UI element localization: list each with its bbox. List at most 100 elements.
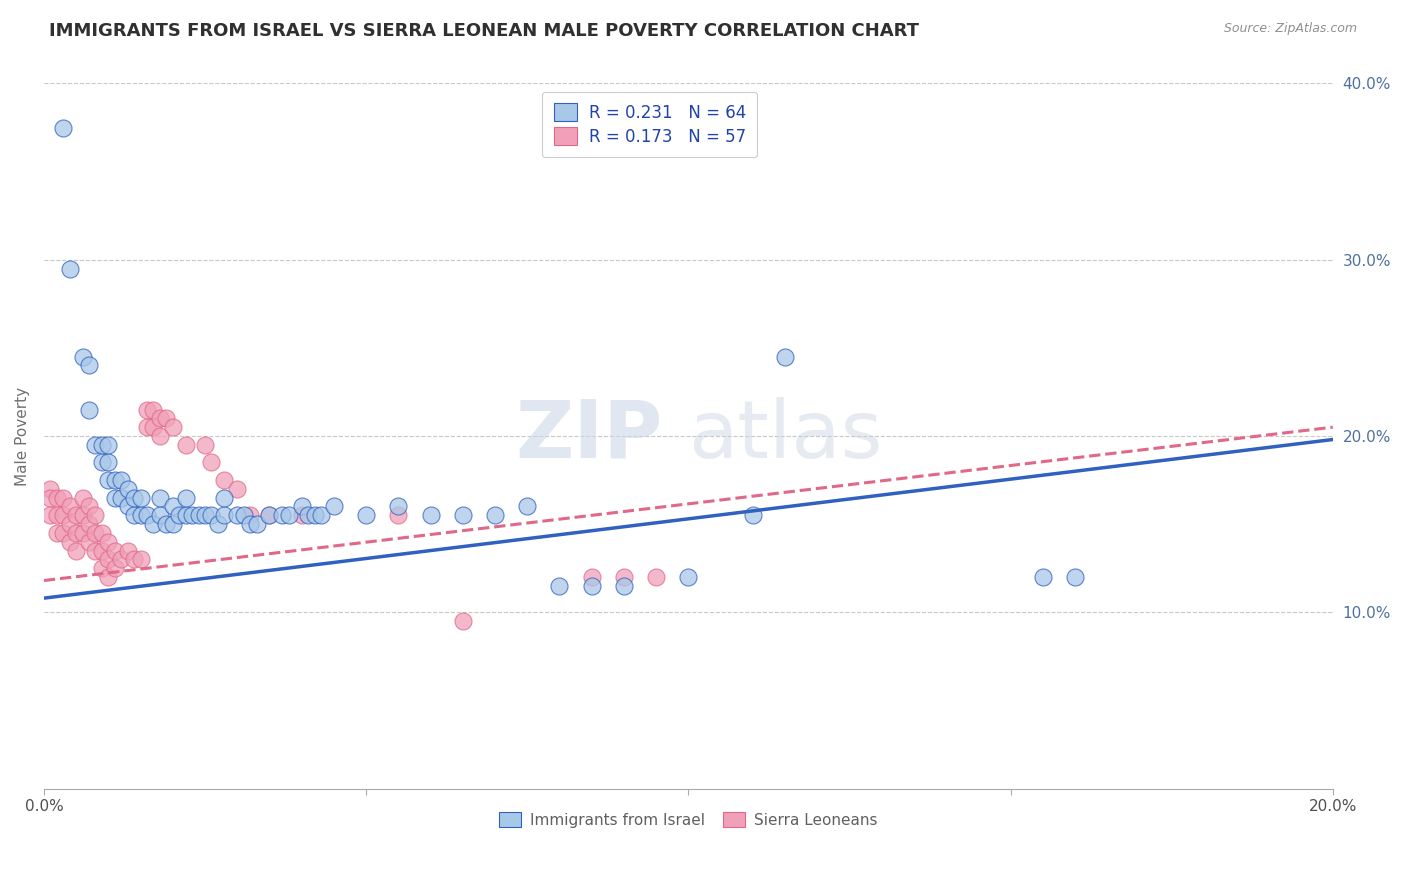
Point [52, 525, 75, 540]
Point [110, 552, 132, 566]
Point [1032, 570, 1054, 584]
Point [97, 534, 120, 549]
Point [104, 473, 127, 487]
Point [90, 455, 112, 469]
Point [291, 508, 314, 523]
Point [59, 500, 82, 514]
Point [291, 500, 314, 514]
Point [39, 482, 62, 496]
Point [97, 455, 120, 469]
Point [72, 525, 94, 540]
Point [245, 517, 267, 532]
Point [155, 411, 177, 425]
Point [84, 438, 107, 452]
Point [207, 517, 229, 532]
Point [142, 402, 165, 417]
Point [104, 561, 127, 575]
Point [174, 438, 197, 452]
Point [187, 508, 209, 523]
Point [259, 508, 281, 523]
Point [200, 508, 222, 523]
Point [142, 517, 165, 532]
Point [65, 525, 87, 540]
Text: atlas: atlas [689, 397, 883, 475]
Point [239, 517, 262, 532]
Point [226, 508, 249, 523]
Point [129, 508, 152, 523]
Point [59, 534, 82, 549]
Point [214, 473, 236, 487]
Point [129, 552, 152, 566]
Point [194, 438, 217, 452]
Point [613, 579, 636, 593]
Point [214, 508, 236, 523]
Point [354, 508, 377, 523]
Point [419, 508, 441, 523]
Point [645, 570, 668, 584]
Point [97, 552, 120, 566]
Point [1064, 570, 1087, 584]
Point [39, 491, 62, 505]
Point [59, 261, 82, 276]
Point [259, 508, 281, 523]
Point [72, 491, 94, 505]
Text: ZIP: ZIP [516, 397, 662, 475]
Point [214, 491, 236, 505]
Point [174, 491, 197, 505]
Point [297, 508, 319, 523]
Point [59, 517, 82, 532]
Point [136, 508, 159, 523]
Point [117, 543, 139, 558]
Point [271, 508, 294, 523]
Point [65, 543, 87, 558]
Point [77, 500, 100, 514]
Point [84, 525, 107, 540]
Point [678, 570, 700, 584]
Text: Source: ZipAtlas.com: Source: ZipAtlas.com [1223, 22, 1357, 36]
Point [451, 508, 474, 523]
Point [122, 508, 145, 523]
Point [484, 508, 506, 523]
Point [90, 438, 112, 452]
Point [309, 508, 332, 523]
Point [136, 402, 159, 417]
Point [97, 473, 120, 487]
Point [142, 420, 165, 434]
Point [97, 438, 120, 452]
Point [72, 350, 94, 364]
Point [232, 508, 254, 523]
Point [581, 579, 603, 593]
Point [52, 508, 75, 523]
Point [104, 491, 127, 505]
Point [45, 525, 67, 540]
Point [84, 543, 107, 558]
Point [90, 561, 112, 575]
Legend: Immigrants from Israel, Sierra Leoneans: Immigrants from Israel, Sierra Leoneans [494, 805, 883, 834]
Point [84, 508, 107, 523]
Point [52, 120, 75, 135]
Point [387, 500, 409, 514]
Point [277, 508, 299, 523]
Point [90, 525, 112, 540]
Point [129, 491, 152, 505]
Point [122, 552, 145, 566]
Point [239, 508, 262, 523]
Point [548, 579, 571, 593]
Point [39, 508, 62, 523]
Point [174, 508, 197, 523]
Point [387, 508, 409, 523]
Point [155, 517, 177, 532]
Point [110, 473, 132, 487]
Point [304, 508, 326, 523]
Point [45, 491, 67, 505]
Point [581, 570, 603, 584]
Point [122, 491, 145, 505]
Point [200, 455, 222, 469]
Point [110, 491, 132, 505]
Point [613, 570, 636, 584]
Point [77, 517, 100, 532]
Point [77, 402, 100, 417]
Point [149, 411, 172, 425]
Point [194, 508, 217, 523]
Point [162, 420, 184, 434]
